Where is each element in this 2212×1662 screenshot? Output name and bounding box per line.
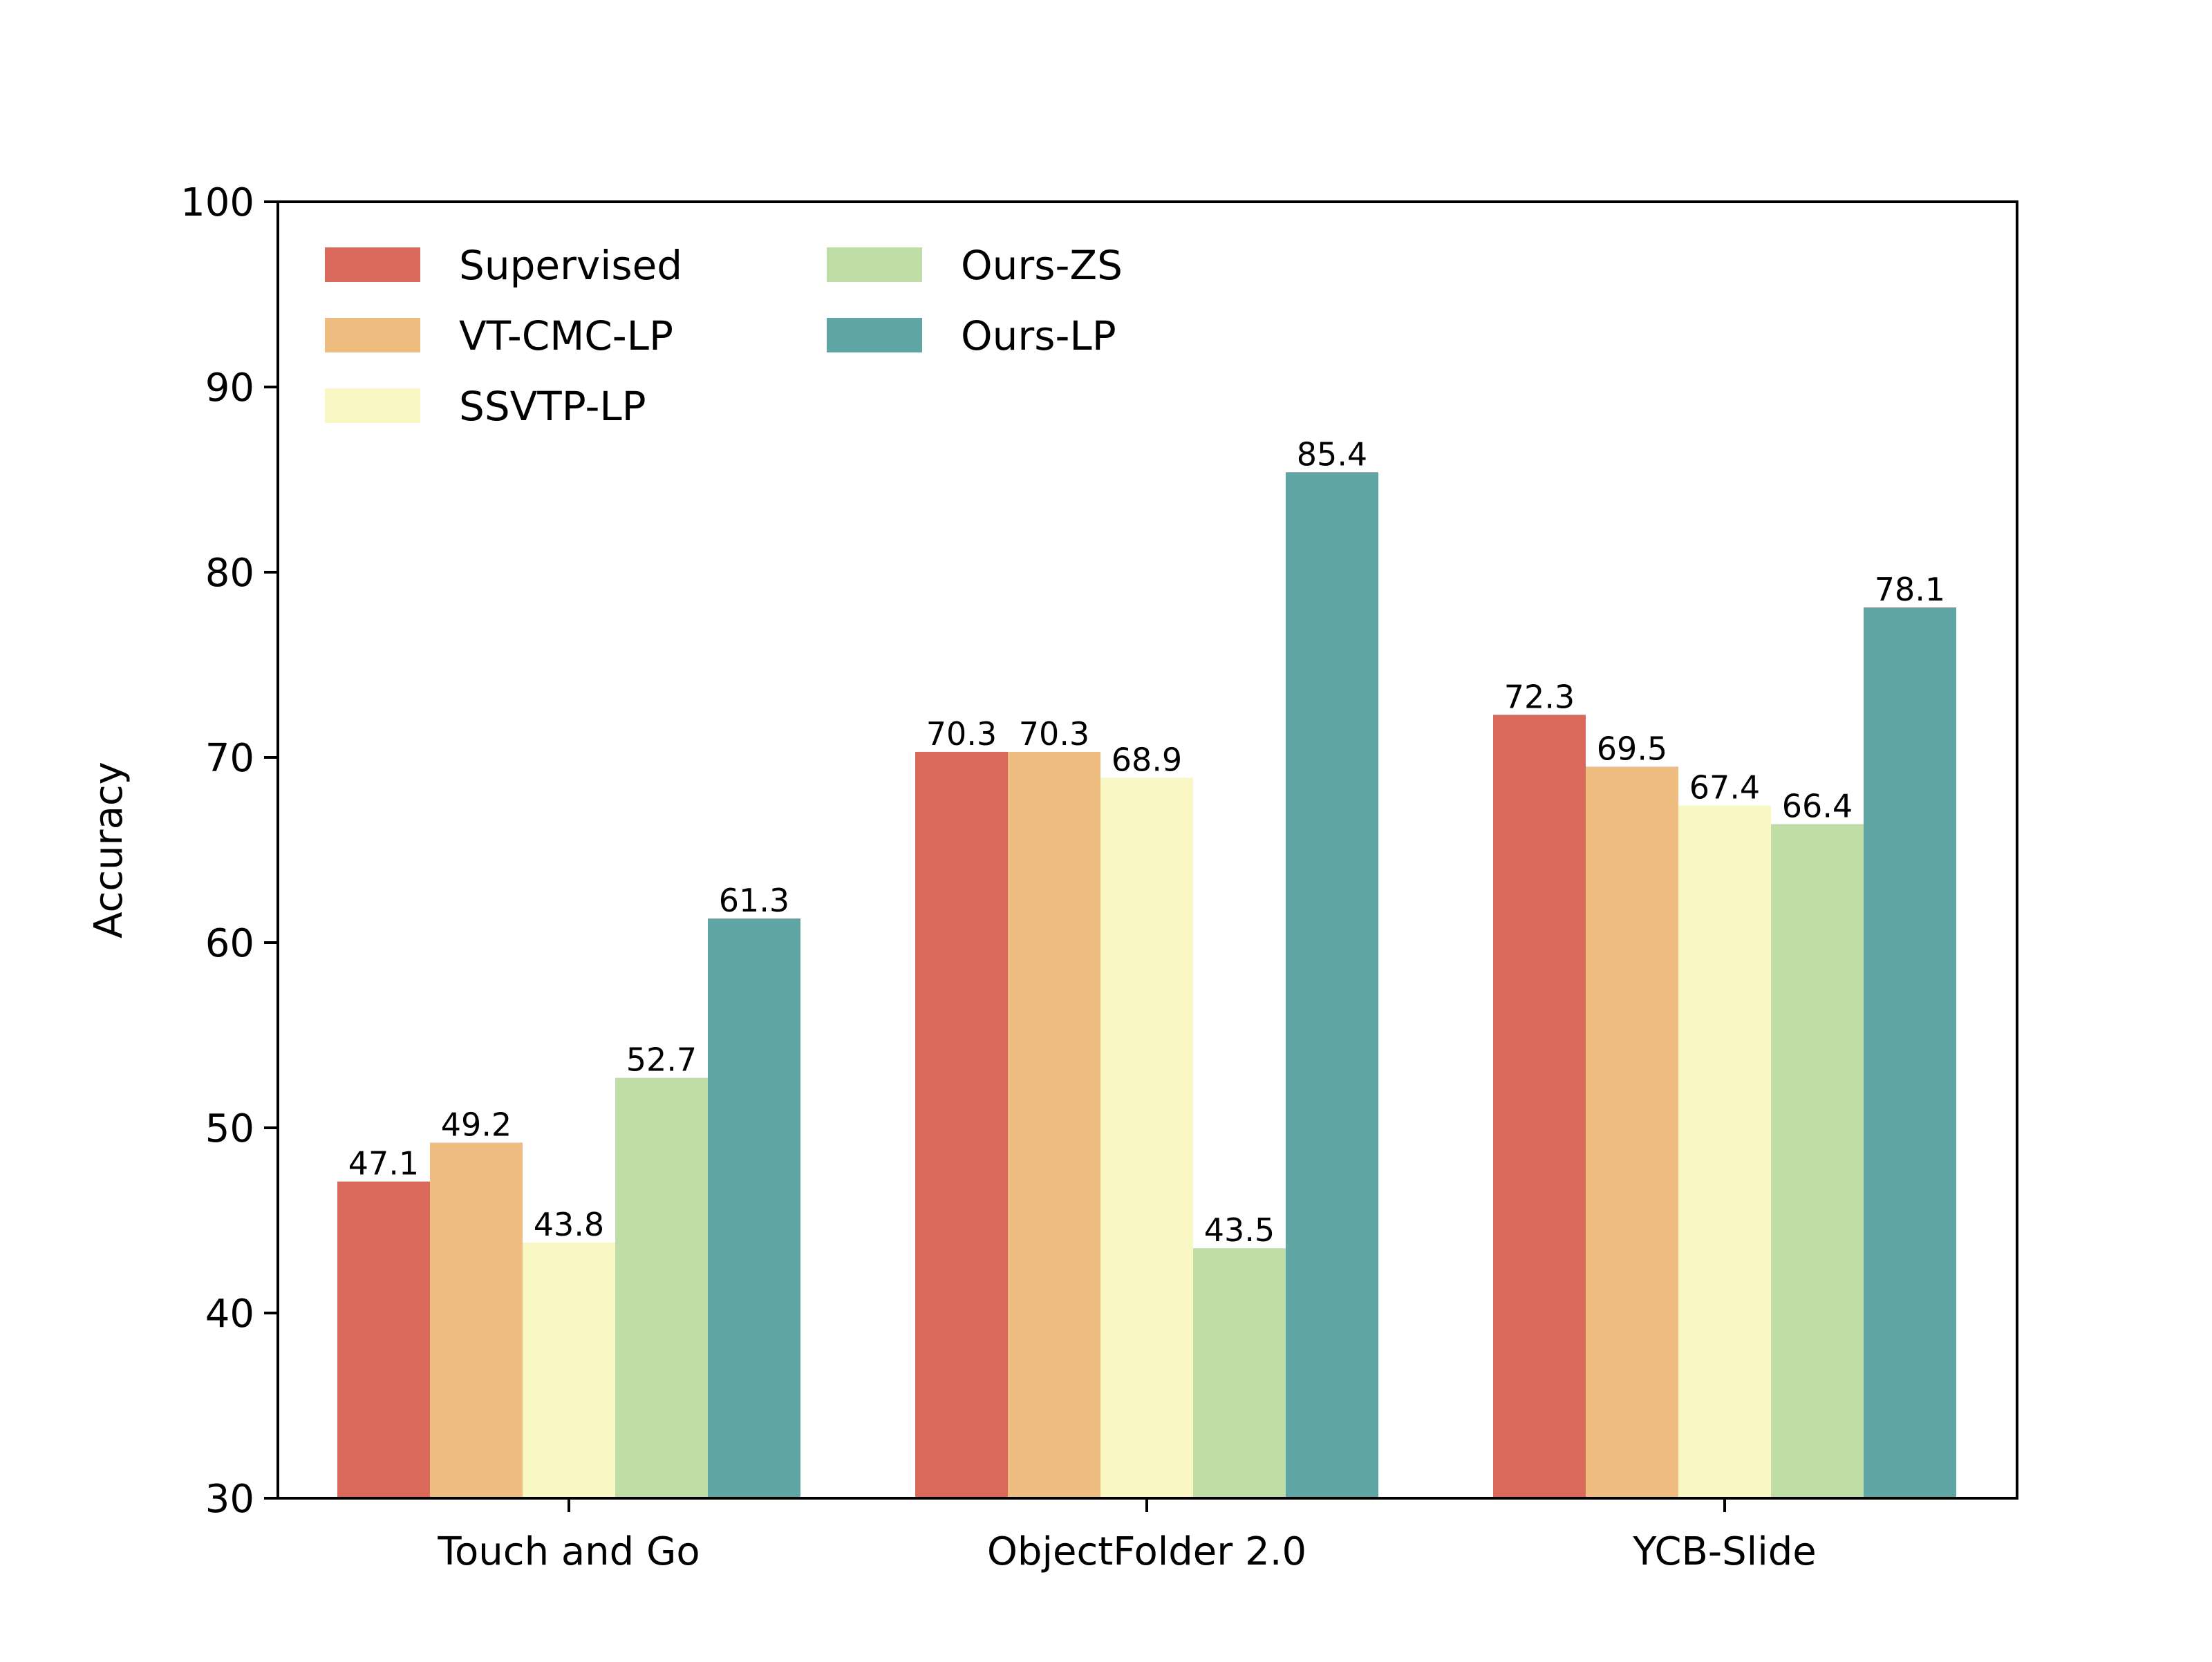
y-tick-label: 80 xyxy=(205,551,254,596)
bar-value-label: 68.9 xyxy=(1112,741,1182,778)
bar-labels-layer: 47.1 49.2 43.8 52.7 61.3 70.3 70.3 68.9 43.5 85.4… xyxy=(348,435,1945,1249)
legend-label: Supervised xyxy=(459,242,682,289)
bar xyxy=(915,751,1008,1498)
bar-value-label: 49.2 xyxy=(441,1106,512,1143)
bar xyxy=(1864,607,1956,1499)
bars-layer xyxy=(337,472,1956,1499)
legend-label: SSVTP-LP xyxy=(459,383,646,430)
y-tick-label: 40 xyxy=(205,1292,254,1337)
legend-label: VT-CMC-LP xyxy=(459,312,673,359)
bar-value-label: 66.4 xyxy=(1782,787,1853,824)
legend-label: Ours-LP xyxy=(961,312,1116,359)
bar-value-label: 52.7 xyxy=(626,1041,697,1079)
y-tick-label: 90 xyxy=(205,366,254,410)
bar xyxy=(1586,766,1678,1498)
legend-label: Ours-ZS xyxy=(961,242,1123,289)
bar-value-label: 70.3 xyxy=(926,715,997,753)
bar-value-label: 72.3 xyxy=(1504,678,1575,715)
legend-swatch xyxy=(325,388,420,423)
legend-swatch xyxy=(827,247,922,282)
legend: Supervised VT-CMC-LP SSVTP-LP Ours-ZS Ours-L… xyxy=(325,242,1123,430)
bar xyxy=(1493,715,1586,1498)
x-tick-label: YCB-Slide xyxy=(1632,1529,1817,1574)
y-tick-label: 70 xyxy=(205,736,254,781)
y-tick-label: 50 xyxy=(205,1106,254,1151)
bar-value-label: 43.8 xyxy=(534,1206,604,1243)
legend-swatch xyxy=(325,318,420,352)
y-tick-label: 60 xyxy=(205,921,254,966)
bar xyxy=(430,1142,523,1498)
bar xyxy=(337,1181,430,1498)
bar-value-label: 70.3 xyxy=(1019,715,1089,753)
bar xyxy=(523,1243,615,1498)
x-tick-label: Touch and Go xyxy=(437,1529,700,1574)
y-axis-label: Accuracy xyxy=(86,762,131,938)
bar-value-label: 47.1 xyxy=(348,1145,419,1182)
legend-swatch xyxy=(827,318,922,352)
bar xyxy=(615,1077,708,1498)
bar-value-label: 43.5 xyxy=(1204,1211,1275,1249)
bar xyxy=(1100,777,1193,1498)
bar xyxy=(1008,751,1100,1498)
y-tick-label: 100 xyxy=(180,180,254,225)
y-tick-label: 30 xyxy=(205,1477,254,1522)
x-tick-label: ObjectFolder 2.0 xyxy=(987,1529,1306,1574)
bar-value-label: 61.3 xyxy=(719,882,789,919)
bar-value-label: 78.1 xyxy=(1875,571,1945,608)
bar-value-label: 85.4 xyxy=(1297,435,1367,473)
legend-swatch xyxy=(325,247,420,282)
bar xyxy=(1286,472,1378,1498)
bar xyxy=(1193,1248,1286,1498)
bar xyxy=(1771,824,1864,1498)
bar xyxy=(708,918,800,1498)
bar-value-label: 69.5 xyxy=(1597,730,1667,767)
bar xyxy=(1678,805,1771,1498)
bar-value-label: 67.4 xyxy=(1689,769,1760,806)
x-axis: Touch and Go ObjectFolder 2.0 YCB-Slide xyxy=(437,1498,1817,1574)
y-axis: 30 40 50 60 70 80 90 100 xyxy=(180,180,278,1522)
